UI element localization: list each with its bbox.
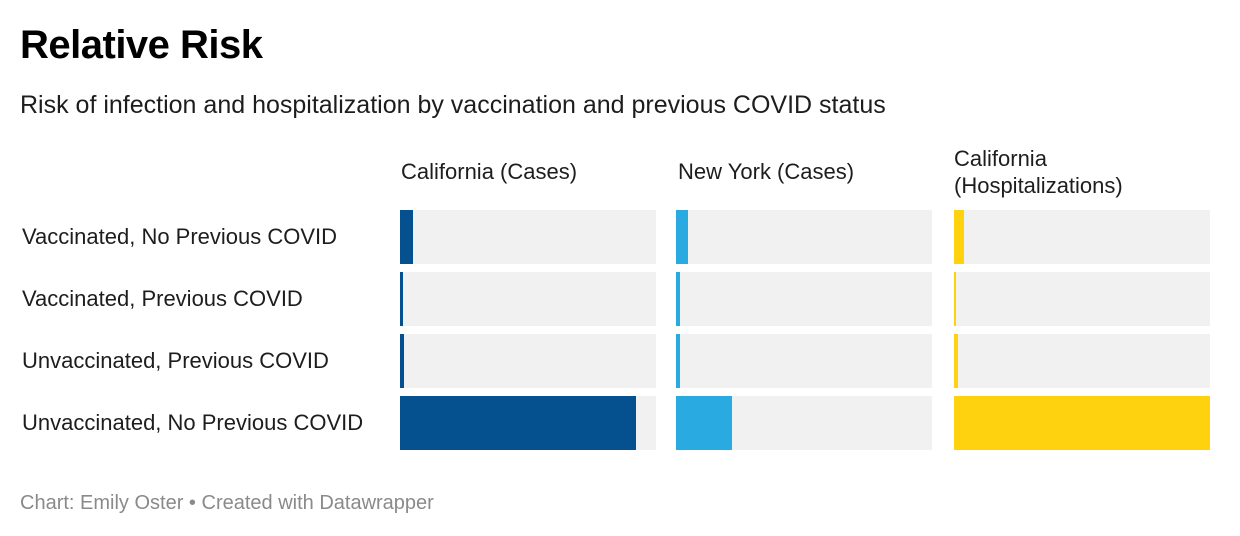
bar-track: [954, 210, 1210, 264]
bar-track: [400, 396, 656, 450]
bar-track: [400, 210, 656, 264]
chart-title: Relative Risk: [20, 23, 263, 67]
bar: [954, 334, 958, 388]
bar: [400, 210, 413, 264]
bar: [954, 396, 1210, 450]
bar: [954, 272, 956, 326]
column-header-california-cases: California (Cases): [401, 159, 578, 184]
bar: [676, 210, 688, 264]
bar-track: [400, 272, 656, 326]
chart-footer: Chart: Emily Oster • Created with Datawr…: [20, 490, 434, 516]
bar: [954, 210, 964, 264]
bar: [400, 272, 403, 326]
chart-subtitle: Risk of infection and hospitalization by…: [20, 91, 886, 119]
row-label-unvaccinated-no-previous: Unvaccinated, No Previous COVID: [22, 410, 364, 435]
bar: [400, 396, 636, 450]
row-label-unvaccinated-previous: Unvaccinated, Previous COVID: [22, 348, 329, 373]
bar-track: [400, 334, 656, 388]
column-header-new-york-cases: New York (Cases): [678, 159, 855, 184]
bar-track: [676, 396, 932, 450]
bar-track: [954, 272, 1210, 326]
bar-track: [954, 334, 1210, 388]
column-header-california-hospitalizations: California (Hospitalizations): [954, 146, 1123, 198]
bar-track: [954, 396, 1210, 450]
footer-separator: •: [188, 492, 196, 514]
footer-source: Chart: Emily Oster: [20, 492, 184, 514]
bar: [400, 334, 404, 388]
row-label-vaccinated-previous: Vaccinated, Previous COVID: [22, 286, 303, 311]
bar-track: [676, 210, 932, 264]
bar-track: [676, 272, 932, 326]
bar-track: [676, 334, 932, 388]
footer-credit: Created with Datawrapper: [201, 492, 434, 514]
bar: [676, 334, 680, 388]
row-label-vaccinated-no-previous: Vaccinated, No Previous COVID: [22, 224, 338, 249]
bar: [676, 396, 732, 450]
bar: [676, 272, 680, 326]
